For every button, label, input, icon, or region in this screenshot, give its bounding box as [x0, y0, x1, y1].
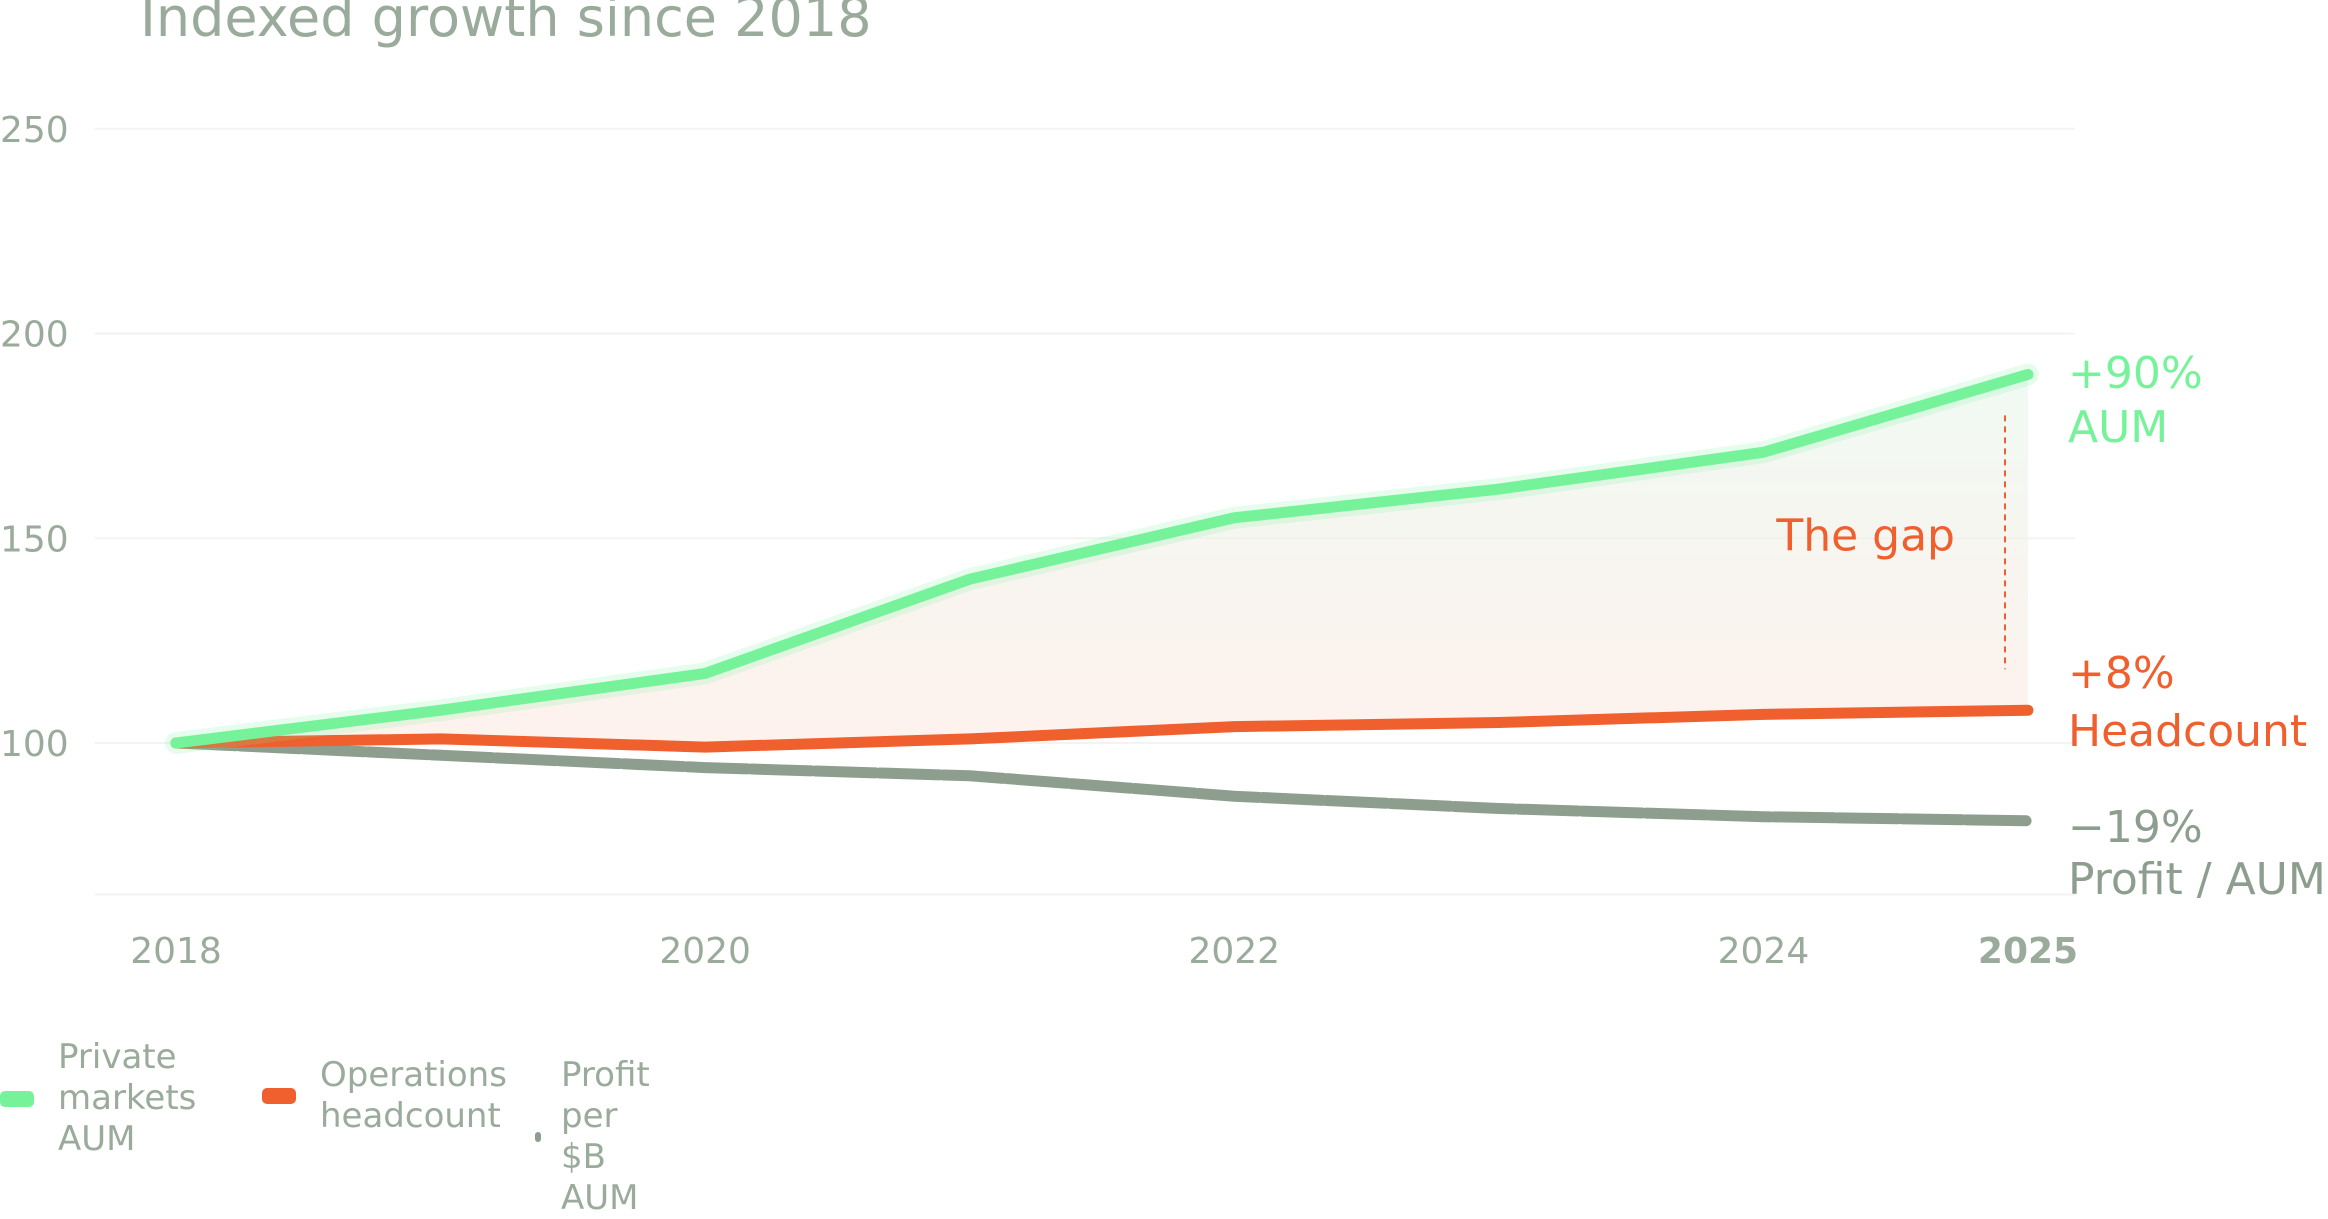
- series-end-value: +8%: [2068, 648, 2175, 699]
- series-lines: [165, 363, 2039, 827]
- x-tick-label: 2018: [130, 931, 222, 972]
- y-tick-label: 150: [0, 519, 69, 560]
- series-end-value: −19%: [2068, 802, 2203, 853]
- legend-item: Private markets AUM: [0, 1037, 196, 1160]
- legend-label: Private markets AUM: [58, 1037, 197, 1159]
- series-end-value: +90%: [2068, 348, 2203, 399]
- gap-area-fill: [176, 374, 2028, 748]
- legend-item: Operations headcount: [262, 1055, 507, 1137]
- legend-swatch: [262, 1088, 296, 1104]
- x-tick-label: 2020: [659, 931, 751, 972]
- series-line: [170, 368, 2034, 749]
- x-tick-label: 2024: [1718, 931, 1810, 972]
- series-end-label: AUM: [2068, 402, 2168, 453]
- line-chart: 100 150 200 250 2018 2020 2022 2024 2025 The gap…: [0, 110, 2326, 972]
- series-end-label: Profit / AUM: [2068, 854, 2326, 905]
- annotations: The gap +90%AUM +8% Headcount −19%Profit / A…: [1775, 348, 2326, 905]
- y-tick-label: 200: [0, 315, 69, 356]
- legend-swatch: [0, 1090, 34, 1107]
- legend-label: Operations headcount: [320, 1055, 507, 1136]
- y-tick-label: 250: [0, 110, 69, 151]
- series-line: [170, 704, 2034, 753]
- axis-labels: 100 150 200 250 2018 2020 2022 2024 2025: [0, 110, 2078, 972]
- legend-item: Profit per $B AUM: [535, 1055, 650, 1219]
- chart-title: Indexed growth since 2018: [140, 0, 872, 49]
- legend-swatch: [535, 1132, 541, 1142]
- x-tick-label: 2025: [1978, 931, 2078, 972]
- y-tick-label: 100: [0, 724, 69, 765]
- x-tick-label: 2022: [1188, 931, 1280, 972]
- gap-label: The gap: [1775, 511, 1955, 562]
- legend-label: Profit per $B AUM: [561, 1055, 650, 1218]
- gap-area: [176, 374, 2028, 748]
- series-end-label: Headcount: [2068, 706, 2307, 757]
- series-line: [170, 737, 2034, 827]
